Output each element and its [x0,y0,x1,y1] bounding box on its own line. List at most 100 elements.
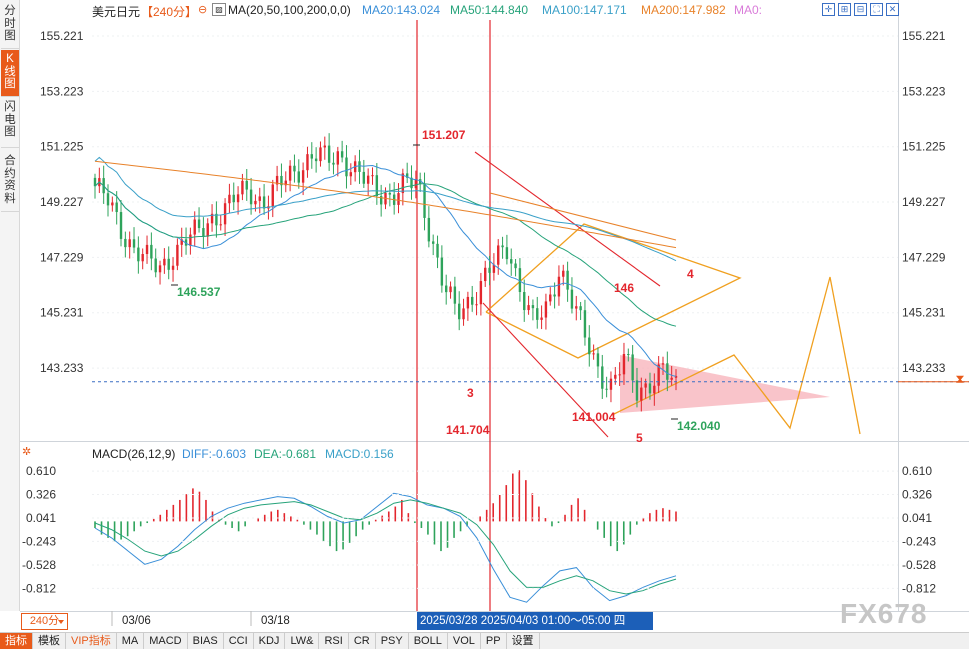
ma50-value: MA50:144.840 [450,3,529,17]
candle-body [310,154,313,159]
macd-panel [94,470,677,603]
indicator-tab-0[interactable]: 指标 [0,633,33,649]
candle-body [605,388,608,390]
candle-body [644,383,647,388]
candle-body [340,151,344,158]
macd-hist-value: MACD:0.156 [325,447,394,461]
indicator-tab-5[interactable]: BIAS [188,633,224,649]
settings-circle-icon[interactable]: ⊖ [198,4,208,16]
annotation-label: 141.704 [446,423,490,437]
fullscreen-icon[interactable]: ⛶ [870,3,883,16]
zoom-in-icon[interactable]: ⊞ [838,3,851,16]
candle-body [570,289,574,309]
candle-body [301,170,305,183]
candle-body [449,286,452,293]
candle-body [241,180,244,195]
candle-body [445,285,448,293]
price-tick-right: 153.223 [902,84,946,98]
macd-tick-left: 0.041 [26,511,56,525]
candle-body [327,145,331,163]
pattern-drawings [474,151,861,438]
candle-body [119,212,123,239]
indicator-tab-14[interactable]: PP [481,633,507,649]
candle-body [488,267,491,273]
macd-tick-right: 0.041 [902,511,932,525]
candle-body [258,196,261,201]
indicator-tab-12[interactable]: BOLL [409,633,448,649]
candle-body [549,294,552,302]
indicator-tab-bar: 指标 模板 VIP指标 MA MACD BIAS CCI KDJ LW& RSI CR PSY BOLL… [0,632,969,649]
indicator-tab-4[interactable]: MACD [144,633,188,649]
macd-settings-icon[interactable]: ✲ [22,446,32,458]
period-label: 【240分】 [141,5,198,19]
annotation-label: 3 [467,386,474,400]
candle-body [653,385,656,394]
indicator-tab-13[interactable]: VOL [448,633,481,649]
zoom-out-icon[interactable]: ⊟ [854,3,867,16]
indicator-tab-7[interactable]: KDJ [254,633,286,649]
price-tick-right: 151.225 [902,140,946,154]
macd-tick-right: -0.528 [902,558,936,572]
tab-lightning[interactable]: 闪电图 [1,98,19,148]
crosshair-icon[interactable]: ✛ [822,3,835,16]
down-channel-top [474,151,661,287]
candle-body [475,304,478,306]
candle-body [167,258,170,270]
candle-body [518,268,522,293]
price-tick-right: 145.231 [902,306,946,320]
candle-body [479,281,483,305]
price-axis: 155.221 155.221 153.223 153.223 151.225 151.2… [40,29,969,383]
macd-tick-left: 0.326 [26,487,56,501]
ma200-line [94,160,677,249]
price-tick-right: 155.221 [902,29,946,43]
indicator-tab-15[interactable]: 设置 [507,633,540,649]
indicator-tab-11[interactable]: PSY [376,633,409,649]
indicator-tab-10[interactable]: CR [349,633,376,649]
candle-body [436,243,439,258]
candle-body [184,239,188,246]
candle-body [566,270,569,290]
candle-body [323,145,326,148]
candle-body [666,363,669,380]
candle-body [210,213,214,224]
candle-body [349,172,353,177]
candle-body [527,305,530,311]
tab-kline[interactable]: K线图 [1,50,19,97]
candle-body [544,301,548,318]
tab-contract-info[interactable]: 合约资料 [1,152,19,212]
candle-body [462,308,465,320]
candle-body [592,353,595,355]
candle-body [111,202,114,206]
period-select[interactable]: 240分 [21,613,68,630]
indicator-tab-9[interactable]: RSI [319,633,349,649]
shaded-triangle [620,355,830,413]
candlesticks [93,133,678,412]
chart-canvas[interactable]: 151.207 146.537 141.704 141.004 142.040 146 3 4… [0,0,969,632]
price-tick-right: 143.233 [902,361,946,375]
price-tick-left: 143.233 [40,361,84,375]
indicator-tab-2[interactable]: VIP指标 [66,633,117,649]
close-icon[interactable]: ✕ [886,3,899,16]
candle-body [366,175,370,184]
candle-body [640,387,643,401]
candle-body [596,353,600,367]
candle-body [635,380,639,401]
candle-body [288,165,292,181]
candle-body [466,296,470,309]
moving-average-lines [94,156,677,377]
candle-body [379,196,383,205]
candle-body [154,258,157,273]
candle-body [306,154,309,171]
indicator-tab-8[interactable]: LW& [285,633,320,649]
candle-body [180,239,183,245]
time-tick: 03/18 [261,615,290,627]
indicator-tab-1[interactable]: 模板 [33,633,66,649]
indicator-tab-3[interactable]: MA [117,633,145,649]
candle-body [523,292,526,311]
tab-timeshare[interactable]: 分时图 [1,2,19,49]
indicator-edit-icon[interactable]: ▨ [212,3,226,16]
candle-body [536,308,539,320]
indicator-tab-6[interactable]: CCI [224,633,254,649]
candle-body [531,305,535,309]
candle-body [319,147,322,162]
